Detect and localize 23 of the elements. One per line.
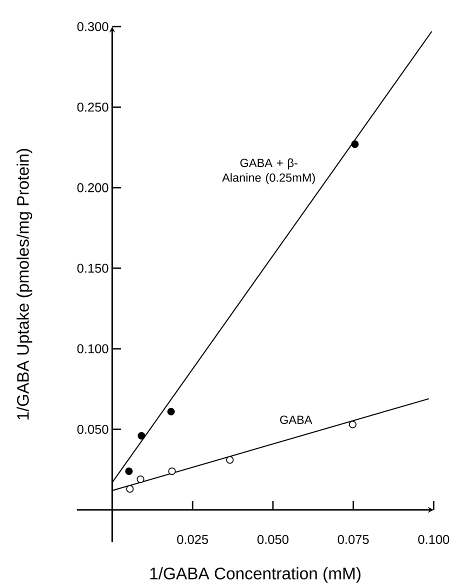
x-tick-label: 0.050	[257, 534, 288, 544]
x-tick-label: 0.075	[338, 534, 369, 544]
y-tick-label: 0.150	[77, 264, 108, 273]
y-tick-label: 0.250	[77, 102, 108, 112]
point	[138, 432, 146, 440]
x-axis-title: 1/GABA Concentration (mM)	[150, 567, 360, 583]
point	[125, 467, 133, 476]
point	[350, 140, 359, 148]
point	[167, 408, 175, 416]
series-label: GABA	[280, 416, 312, 424]
y-tick-label: 0.100	[77, 344, 108, 354]
y-tick-label: 0.300	[77, 22, 108, 32]
y-tick-label: 0.050	[77, 424, 108, 434]
point	[226, 456, 234, 464]
point	[168, 467, 176, 476]
series-label: GABA + β-Alanine (0.25mM)	[222, 158, 315, 184]
point	[348, 420, 356, 428]
point	[136, 475, 144, 484]
point	[126, 485, 134, 493]
x-tick-label: 0.100	[418, 534, 449, 544]
y-tick-label: 0.200	[77, 183, 108, 192]
y-axis-title: 1/GABA Uptake (pmoles/mg Protein)	[16, 149, 32, 420]
x-tick-label: 0.025	[176, 534, 208, 544]
